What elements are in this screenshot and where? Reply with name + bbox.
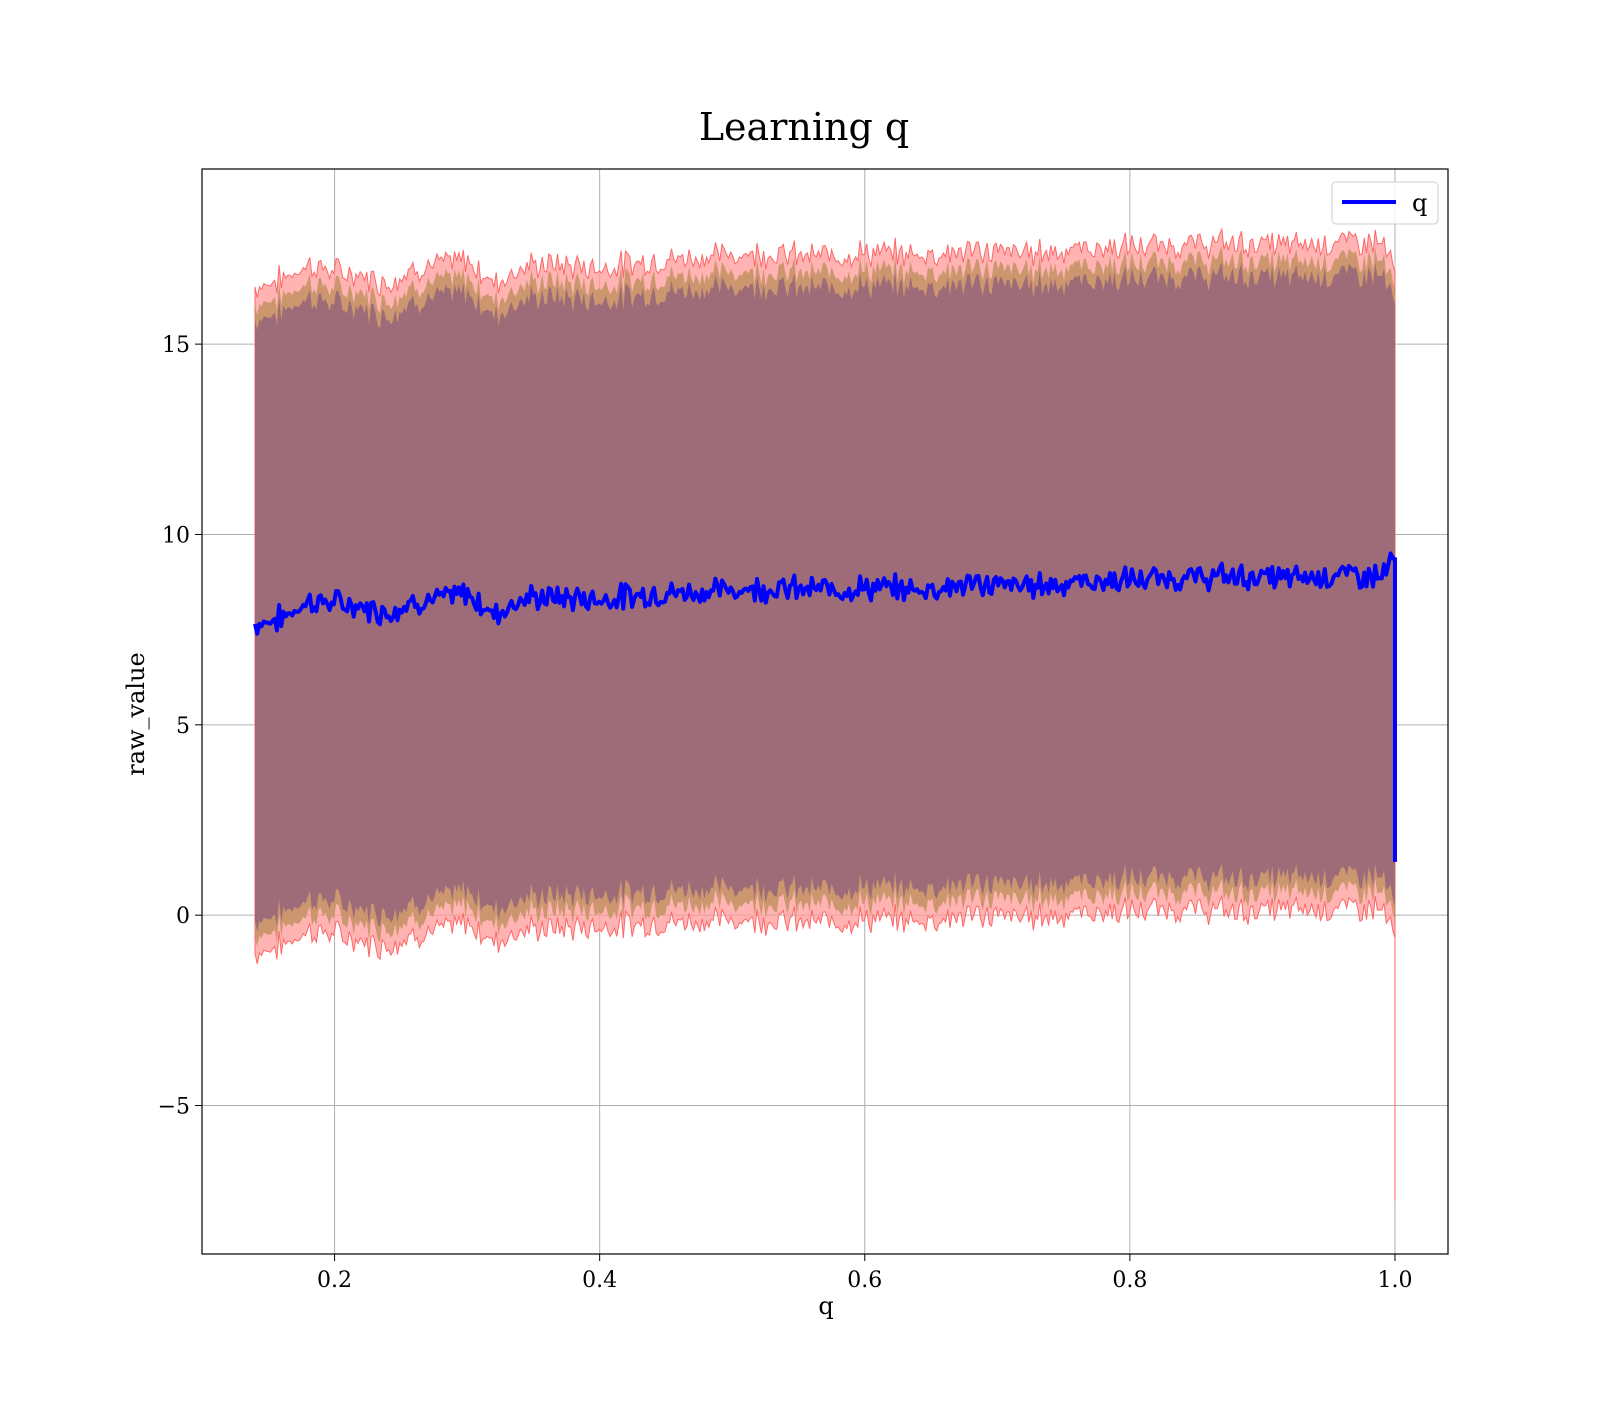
y-tick-label: −5: [158, 1095, 190, 1120]
x-tick-label: 0.4: [582, 1268, 617, 1293]
x-tick-label: 0.2: [317, 1268, 352, 1293]
x-tick-label: 1.0: [1377, 1268, 1412, 1293]
y-tick-label: 10: [162, 523, 190, 548]
confidence-band-inner: [255, 261, 1395, 1201]
y-tick-label: 0: [176, 904, 190, 929]
series-line-q: [253, 551, 1396, 636]
legend: q: [1331, 181, 1439, 225]
x-tick-label: 0.8: [1112, 1268, 1147, 1293]
x-tick-label: 0.6: [847, 1268, 882, 1293]
y-axis-label: raw_value: [122, 652, 150, 776]
y-tick-label: 15: [162, 333, 190, 358]
plot-area: 0.2 0.4 0.6 0.8 1.0 −5 0 5 10 15: [158, 168, 1449, 1293]
plot-frame: [201, 168, 1449, 1255]
legend-entry-q: q: [1412, 189, 1427, 217]
x-axis-label: q: [818, 1292, 833, 1320]
chart-title: Learning q: [699, 105, 909, 149]
y-tick-label: 5: [176, 714, 190, 739]
